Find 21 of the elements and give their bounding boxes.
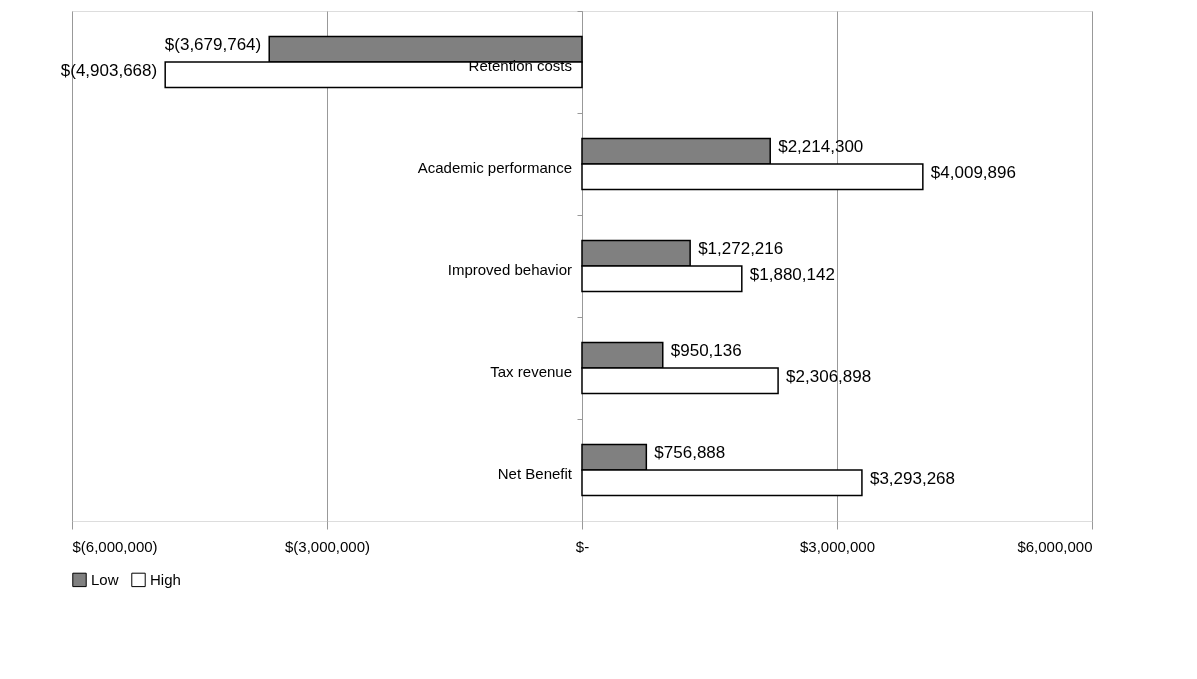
data-label: $1,272,216 xyxy=(698,239,784,259)
x-tick-label: $3,000,000 xyxy=(799,537,876,555)
y-tick-label: Net Benefit xyxy=(497,465,573,482)
x-tick-label: $- xyxy=(575,537,590,555)
data-label: $1,880,142 xyxy=(749,264,835,284)
data-label: $3,293,268 xyxy=(869,468,956,488)
data-label: $2,214,300 xyxy=(778,137,864,157)
data-label: $(4,903,668) xyxy=(60,60,158,80)
legend-label: High xyxy=(150,570,181,588)
legend-label: Low xyxy=(91,570,119,588)
data-label: $(3,679,764) xyxy=(164,35,262,55)
x-tick-label: $(6,000,000) xyxy=(72,537,158,555)
data-label: $950,136 xyxy=(670,341,742,361)
x-tick-label: $(3,000,000) xyxy=(284,537,371,555)
data-label: $4,009,896 xyxy=(930,162,1016,182)
data-label: $2,306,898 xyxy=(786,366,872,386)
y-tick-label: Improved behavior xyxy=(447,261,572,278)
y-tick-label: Academic performance xyxy=(417,159,572,176)
y-tick-label: Tax revenue xyxy=(490,363,572,380)
x-tick-label: $6,000,000 xyxy=(1017,537,1093,555)
data-label: $756,888 xyxy=(654,443,726,463)
